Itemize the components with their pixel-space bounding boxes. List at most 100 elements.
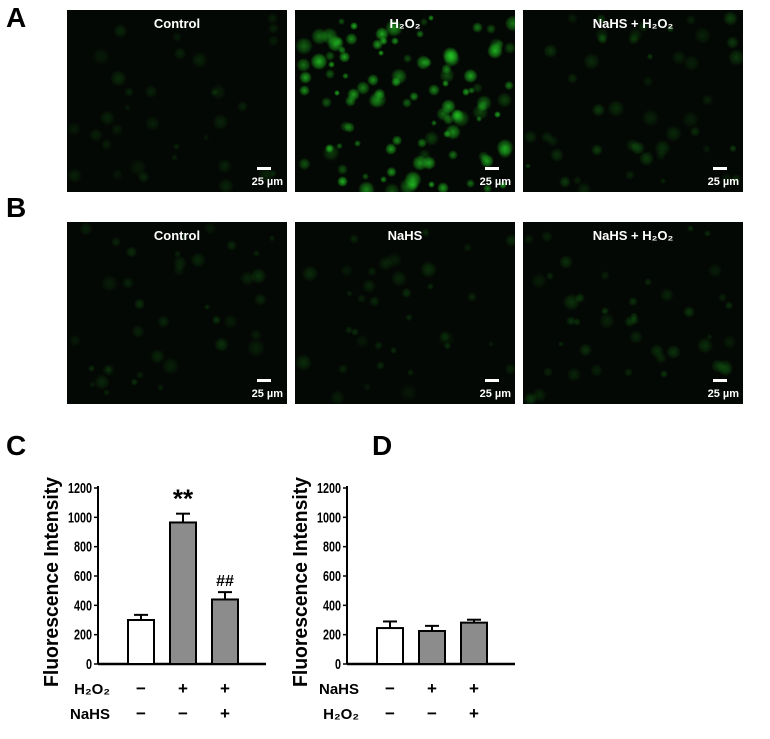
scale-bar [713, 167, 727, 170]
cell-spot [133, 298, 146, 310]
y-tick-label: 800 [74, 539, 92, 556]
cell-spot [385, 143, 398, 156]
cell-spot [325, 51, 335, 62]
cell-spot [373, 88, 386, 101]
cell-spot [268, 235, 276, 243]
cell-spot [67, 168, 83, 184]
cell-spot [407, 178, 419, 191]
micrograph-caption: H₂O₂ [389, 16, 421, 31]
cell-spot [329, 389, 345, 404]
bar [211, 598, 239, 666]
condition-sign: − [427, 704, 437, 723]
cell-spot [344, 95, 357, 107]
cell-spot [472, 82, 483, 94]
cell-spot [682, 305, 696, 319]
cell-spot [299, 85, 310, 96]
cell-spot [191, 51, 208, 69]
cell-spot [339, 121, 351, 132]
cell-spot [110, 70, 127, 87]
cell-spot [442, 113, 454, 125]
cell-spot [427, 83, 440, 96]
cell-spot [428, 181, 436, 189]
cell-spot [451, 108, 464, 121]
cell-spot [466, 179, 475, 188]
cell-spot [494, 110, 502, 118]
cell-spot [504, 42, 515, 54]
cell-spot [384, 183, 400, 192]
cell-spot [173, 143, 180, 150]
scale-label: 25 µm [251, 176, 283, 188]
bar [376, 627, 404, 665]
cell-spot [436, 181, 449, 192]
cell-spot [664, 124, 682, 143]
cell-spot [439, 330, 450, 342]
bar [460, 621, 488, 666]
cell-spot [295, 353, 313, 371]
condition-label: NaHS [319, 681, 359, 698]
cell-spot [486, 24, 496, 34]
cell-spot [436, 107, 451, 122]
cell-spot [716, 359, 733, 376]
cell-spot [240, 270, 256, 287]
cell-spot [112, 23, 128, 39]
cell-spot [210, 89, 218, 97]
cell-spot [379, 37, 388, 46]
cell-spot [660, 288, 675, 303]
cell-spot [415, 54, 432, 71]
cell-spot [174, 47, 187, 60]
scale-bar [257, 379, 271, 382]
cell-spot [110, 123, 124, 136]
cell-spot [442, 46, 459, 63]
cell-spot [541, 131, 554, 144]
condition-sign: + [220, 679, 230, 698]
cell-spot [369, 295, 381, 307]
cell-spot [472, 22, 483, 33]
cell-spot [92, 47, 110, 65]
y-tick-label: 200 [323, 627, 341, 644]
cell-spot [123, 103, 131, 112]
cell-spot [322, 143, 340, 162]
cell-spot [572, 317, 582, 327]
cell-spot [578, 343, 593, 357]
cell-spot [345, 32, 358, 46]
cell-spot [377, 49, 385, 57]
scale-bar [485, 379, 499, 382]
cell-spot [298, 157, 311, 171]
cell-spot [385, 19, 404, 38]
cell-spot [656, 150, 667, 161]
cell-spot [202, 134, 210, 141]
cell-spot [351, 328, 360, 336]
cell-spot [629, 329, 644, 344]
cell-spot [258, 165, 276, 183]
scale-label: 25 µm [479, 176, 511, 188]
cell-spot [226, 239, 238, 251]
cell-spot [438, 330, 456, 348]
cell-spot [337, 176, 348, 188]
cell-spot [426, 282, 435, 291]
cell-spot [180, 234, 188, 242]
cell-spot [601, 307, 610, 315]
cell-spot [170, 153, 179, 162]
cell-spot [682, 111, 700, 129]
cell-spot [269, 169, 277, 177]
cell-spot [441, 63, 452, 75]
cell-spot [693, 27, 711, 45]
cell-spot [402, 98, 412, 108]
condition-sign: − [136, 704, 146, 723]
cell-spot [161, 356, 180, 375]
cell-spot [463, 68, 479, 84]
cell-spot [320, 96, 332, 108]
cell-spot [409, 91, 419, 102]
condition-label: H₂O₂ [74, 681, 110, 698]
cell-spot [443, 342, 452, 350]
condition-sign: − [178, 704, 188, 723]
cell-spot [216, 158, 232, 174]
cell-spot [524, 163, 531, 170]
cell-spot [137, 171, 149, 183]
cell-spot [683, 54, 700, 71]
cell-spot [431, 120, 438, 127]
cell-spot [337, 45, 347, 55]
cell-spot [707, 263, 723, 279]
cell-spot [655, 352, 667, 364]
cell-spot [542, 367, 554, 378]
